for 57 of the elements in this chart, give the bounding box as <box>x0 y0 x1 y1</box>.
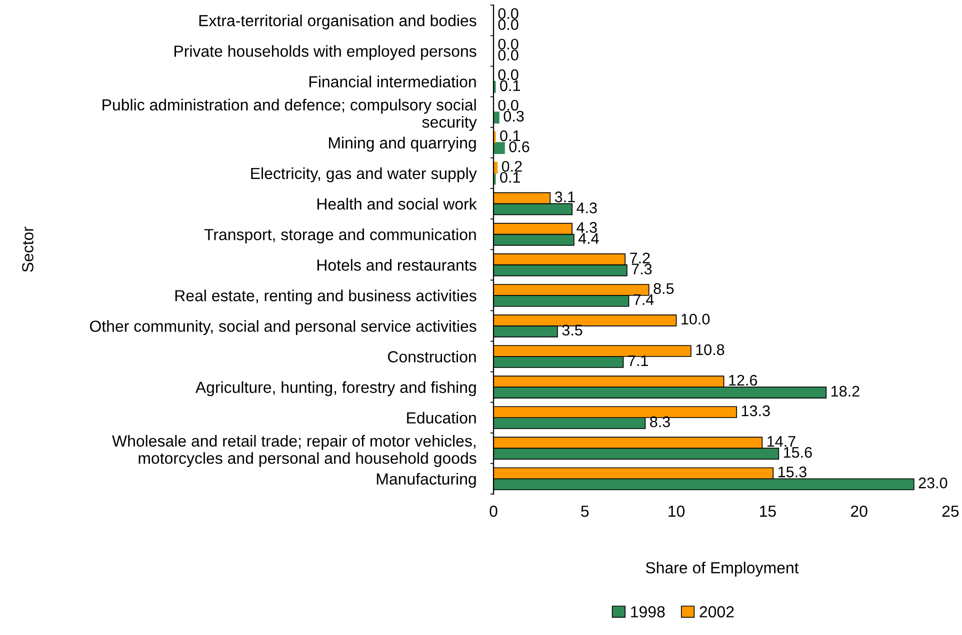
data-label: 0.0 <box>498 19 518 30</box>
y-tick-label: Electricity, gas and water supply <box>251 167 477 182</box>
y-tick-label: Private households with employed persons <box>174 45 476 60</box>
data-label: 7.3 <box>632 264 652 274</box>
legend-label: 1998 <box>631 606 665 618</box>
data-label: 0.0 <box>498 100 518 111</box>
data-label: 4.4 <box>578 233 599 244</box>
y-tick-label: Manufacturing <box>376 472 476 488</box>
bar <box>494 112 500 124</box>
data-label: 14.7 <box>768 436 796 447</box>
data-label: 0.1 <box>500 172 520 183</box>
data-label: 7.2 <box>630 252 650 264</box>
data-label: 10.0 <box>682 314 710 325</box>
data-label: 0.2 <box>502 160 522 172</box>
data-label: 0.6 <box>509 141 530 152</box>
data-label: 0.3 <box>504 110 524 122</box>
y-tick-label: Real estate, renting and business activities <box>175 290 476 304</box>
data-label: 15.3 <box>778 466 806 478</box>
data-label: 15.6 <box>784 446 812 458</box>
data-label: 10.8 <box>696 344 724 356</box>
y-axis-title: Sector <box>22 226 34 272</box>
y-tick-label: Mining and quarrying <box>329 136 476 152</box>
data-label: 23.0 <box>918 478 948 488</box>
y-tick-label: Construction <box>388 350 476 362</box>
y-tick-label: Wholesale and retail trade; repair of motor vehicles, motorcycles and personal and household goods <box>112 434 476 468</box>
y-tick-label: Extra-territorial organisation and bodies <box>199 14 476 30</box>
y-tick-label: Financial intermediation <box>309 76 476 88</box>
data-label: 0.1 <box>500 130 520 142</box>
data-label: 4.3 <box>576 222 597 233</box>
data-label: 18.2 <box>831 386 860 397</box>
y-tick-label: Hotels and restaurants <box>317 259 476 271</box>
legend-label: 2002 <box>700 606 734 618</box>
data-label: 7.1 <box>628 355 648 366</box>
x-tick-label: 15 <box>760 506 776 517</box>
data-label: 0.1 <box>500 80 520 92</box>
data-label: 8.5 <box>654 283 674 294</box>
y-tick-label: Other community, social and personal service activities <box>90 320 476 336</box>
data-label: 0.0 <box>498 8 518 19</box>
data-label: 0.0 <box>498 38 518 50</box>
data-label: 0.0 <box>498 50 518 61</box>
y-tick-label: Agriculture, hunting, forestry and fishing <box>195 381 476 396</box>
x-tick-label: 20 <box>850 506 868 517</box>
x-tick-label: 0 <box>490 506 498 517</box>
x-tick-label: 25 <box>942 506 959 517</box>
data-label: 12.6 <box>729 374 758 386</box>
y-tick-label: Public administration and defence; compulsory social security <box>102 98 477 131</box>
data-label: 13.3 <box>742 405 770 416</box>
x-axis-title: Share of Employment <box>646 562 799 577</box>
y-tick-label: Education <box>407 412 476 424</box>
x-tick-label: 10 <box>668 506 685 517</box>
x-tick-label: 5 <box>581 506 589 517</box>
bar <box>494 142 505 154</box>
data-label: 3.1 <box>554 192 575 202</box>
data-label: 4.3 <box>576 202 597 214</box>
data-label: 0.0 <box>498 69 518 80</box>
y-tick-label: Health and social work <box>317 198 477 210</box>
y-tick-label: Transport, storage and communication <box>204 228 476 244</box>
